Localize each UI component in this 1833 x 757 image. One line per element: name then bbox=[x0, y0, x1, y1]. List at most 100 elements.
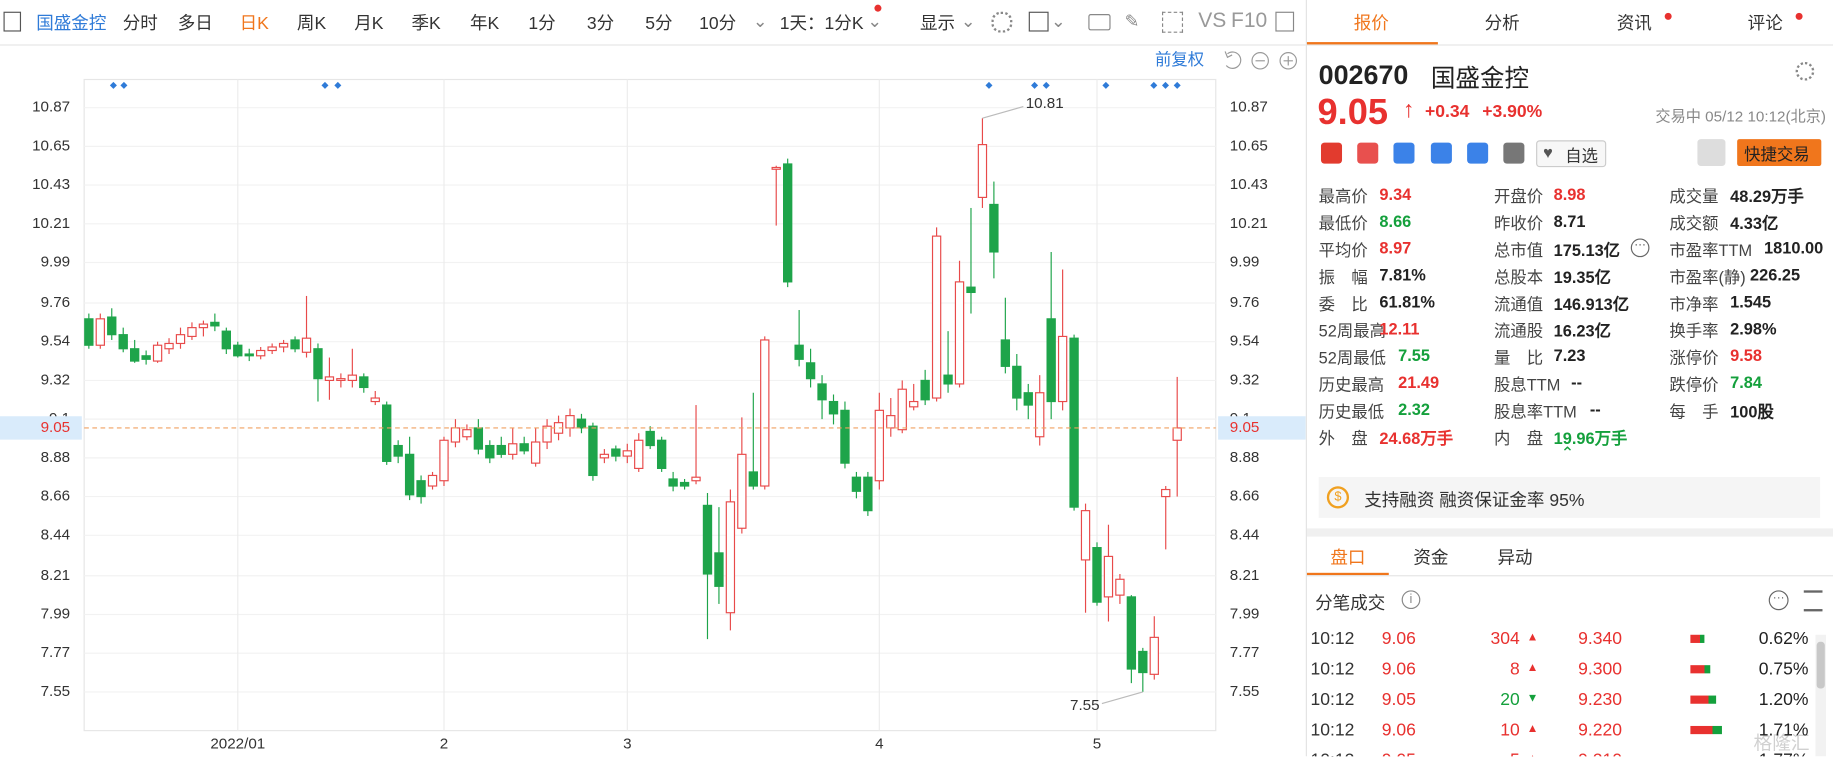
period[interactable]: 分时 bbox=[122, 14, 158, 34]
field-value: 19.96万手 bbox=[1553, 429, 1628, 448]
stock-name[interactable]: 国盛金控 bbox=[36, 14, 107, 34]
trade-volume: 10 bbox=[1500, 720, 1520, 740]
candle-body bbox=[1149, 636, 1159, 675]
trade-direction: ▲ bbox=[1526, 631, 1539, 645]
y-tick-label: 9.32 bbox=[41, 371, 71, 388]
shape-icon[interactable] bbox=[1028, 11, 1049, 32]
trade-price: 9.05 bbox=[1381, 689, 1416, 710]
trade-price: 9.06 bbox=[1381, 628, 1416, 649]
tab[interactable]: 评论 bbox=[1747, 14, 1783, 34]
candle-body bbox=[1092, 547, 1102, 603]
candle-body bbox=[1126, 596, 1137, 670]
candle-body bbox=[897, 388, 907, 431]
candle-body bbox=[404, 453, 415, 496]
settings-icon[interactable] bbox=[1795, 61, 1815, 81]
icon[interactable] bbox=[1467, 142, 1489, 164]
zoom-in-icon[interactable] bbox=[1279, 52, 1298, 70]
zoom-out-icon[interactable] bbox=[1251, 52, 1269, 70]
candle-body bbox=[175, 334, 186, 345]
field-label: 52周最低 bbox=[1318, 348, 1386, 368]
event-marker bbox=[109, 81, 117, 89]
more-icon[interactable]: ··· bbox=[1768, 590, 1789, 611]
panel-icon[interactable] bbox=[1275, 11, 1295, 32]
period[interactable]: 3分 bbox=[586, 14, 615, 34]
event-marker bbox=[1031, 81, 1039, 89]
f10-button[interactable]: F10 bbox=[1230, 8, 1268, 32]
alert-button[interactable] bbox=[1697, 139, 1726, 166]
icon[interactable] bbox=[1430, 142, 1452, 164]
icon[interactable] bbox=[1320, 142, 1343, 164]
field-value: 1.545 bbox=[1730, 292, 1772, 311]
y-tick-label: 7.99 bbox=[41, 605, 71, 622]
tab[interactable]: 分析 bbox=[1484, 14, 1520, 34]
sub-tab[interactable]: 异动 bbox=[1497, 548, 1533, 569]
candle-body bbox=[301, 337, 312, 353]
period[interactable]: 季K bbox=[411, 14, 441, 34]
field-value: 21.49 bbox=[1398, 372, 1440, 392]
field-label: 外 盘 bbox=[1318, 429, 1368, 448]
settings-icon[interactable] bbox=[991, 11, 1013, 33]
x-tick-label: 5 bbox=[1093, 736, 1101, 753]
candle-body bbox=[966, 286, 976, 294]
event-marker bbox=[985, 81, 993, 89]
rule bbox=[1306, 575, 1833, 577]
candle-body bbox=[508, 443, 518, 455]
display-menu[interactable]: 显示 bbox=[920, 14, 956, 34]
event-marker bbox=[1102, 81, 1110, 89]
candle-body bbox=[256, 349, 266, 357]
event-marker bbox=[334, 81, 342, 89]
trades-title: 分笔成交 bbox=[1315, 593, 1386, 614]
period[interactable]: 10分 bbox=[699, 14, 737, 34]
field-value: 48.29万手 bbox=[1730, 187, 1804, 206]
period[interactable]: 5分 bbox=[645, 14, 673, 34]
vs-button[interactable]: VS bbox=[1198, 8, 1227, 32]
y-tick-label-right: 7.99 bbox=[1230, 605, 1260, 622]
quick-trade-button[interactable]: 快捷交易 bbox=[1737, 139, 1822, 166]
list-icon[interactable] bbox=[1803, 590, 1823, 612]
candle-body bbox=[1115, 578, 1125, 596]
field-label: 昨收价 bbox=[1493, 213, 1544, 233]
candle-body bbox=[771, 166, 781, 170]
period[interactable]: 日K bbox=[239, 14, 269, 34]
trade-price: 9.06 bbox=[1381, 720, 1416, 740]
sub-tab[interactable]: 资金 bbox=[1413, 548, 1449, 569]
candle-body bbox=[576, 418, 587, 429]
icon[interactable] bbox=[1393, 142, 1415, 164]
fullscreen-icon[interactable] bbox=[1161, 11, 1184, 33]
period[interactable]: 年K bbox=[469, 14, 500, 34]
field-label: 量 比 bbox=[1493, 348, 1544, 368]
watch-label: 自选 bbox=[1565, 146, 1599, 165]
draw-icon[interactable]: ✎ bbox=[1124, 11, 1140, 32]
collapse[interactable]: ⌃ bbox=[1560, 443, 1575, 462]
trade-direction: ▲ bbox=[1526, 661, 1539, 675]
interval[interactable]: 1天：1分K bbox=[779, 14, 864, 34]
field-value: 8.98 bbox=[1553, 184, 1586, 204]
camera-icon[interactable] bbox=[1088, 14, 1111, 31]
period[interactable]: 1分 bbox=[528, 14, 556, 34]
candle-body bbox=[588, 425, 598, 477]
candle-body bbox=[611, 448, 621, 457]
watch-button[interactable]: ♥ 自选 bbox=[1536, 140, 1607, 168]
sub-tab[interactable]: 盘口 bbox=[1330, 548, 1366, 569]
info-icon[interactable]: i bbox=[1401, 590, 1421, 610]
ratio-bar bbox=[1690, 665, 1711, 674]
y-tick-label: 9.54 bbox=[41, 333, 71, 350]
icon[interactable] bbox=[1503, 142, 1525, 164]
candle-body bbox=[95, 318, 105, 346]
icon[interactable] bbox=[1357, 142, 1379, 164]
period[interactable]: 月K bbox=[354, 14, 384, 34]
stock-code: 002670 bbox=[1318, 59, 1409, 91]
period[interactable]: 多日 bbox=[177, 14, 213, 34]
scrollbar bbox=[1815, 634, 1826, 757]
annotation-leader bbox=[982, 105, 1024, 119]
tab[interactable]: 资讯 bbox=[1616, 14, 1652, 34]
reset-icon[interactable] bbox=[1224, 51, 1242, 69]
trade-time: 10:12 bbox=[1310, 689, 1355, 710]
tab[interactable]: 报价 bbox=[1353, 14, 1389, 34]
field-label: 跌停价 bbox=[1669, 375, 1719, 394]
sidebar-icon[interactable] bbox=[3, 11, 22, 32]
adjust-button[interactable]: 前复权 bbox=[1155, 51, 1204, 69]
y-tick-label: 10.65 bbox=[32, 137, 70, 154]
period[interactable]: 周K bbox=[296, 14, 327, 34]
y-tick-label: 7.77 bbox=[41, 644, 71, 661]
